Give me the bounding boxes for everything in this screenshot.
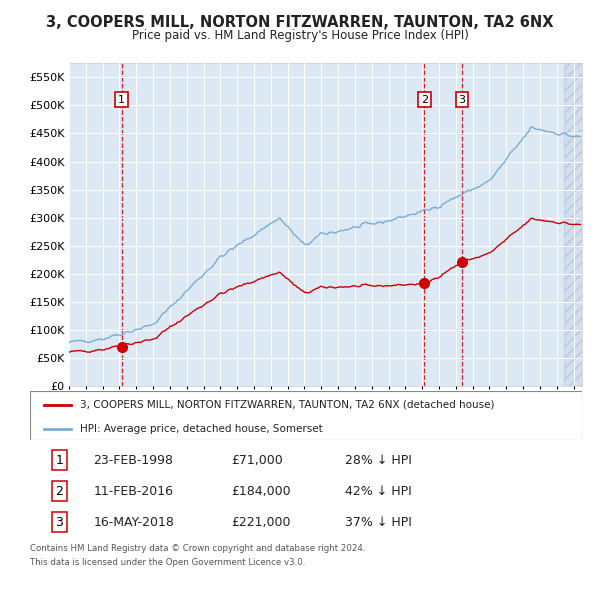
Text: HPI: Average price, detached house, Somerset: HPI: Average price, detached house, Some… — [80, 424, 322, 434]
Text: 28% ↓ HPI: 28% ↓ HPI — [344, 454, 412, 467]
Text: 16-MAY-2018: 16-MAY-2018 — [94, 516, 175, 529]
Text: 11-FEB-2016: 11-FEB-2016 — [94, 484, 173, 498]
Text: 42% ↓ HPI: 42% ↓ HPI — [344, 484, 412, 498]
Text: Contains HM Land Registry data © Crown copyright and database right 2024.: Contains HM Land Registry data © Crown c… — [30, 544, 365, 553]
Text: 23-FEB-1998: 23-FEB-1998 — [94, 454, 173, 467]
Text: 37% ↓ HPI: 37% ↓ HPI — [344, 516, 412, 529]
Text: £71,000: £71,000 — [232, 454, 283, 467]
Text: 1: 1 — [118, 94, 125, 104]
Text: 2: 2 — [55, 484, 63, 498]
Text: This data is licensed under the Open Government Licence v3.0.: This data is licensed under the Open Gov… — [30, 558, 305, 566]
Text: Price paid vs. HM Land Registry's House Price Index (HPI): Price paid vs. HM Land Registry's House … — [131, 30, 469, 42]
Text: 3: 3 — [458, 94, 466, 104]
Text: 3: 3 — [55, 516, 63, 529]
Text: £184,000: £184,000 — [232, 484, 291, 498]
Text: 2: 2 — [421, 94, 428, 104]
Text: 3, COOPERS MILL, NORTON FITZWARREN, TAUNTON, TA2 6NX (detached house): 3, COOPERS MILL, NORTON FITZWARREN, TAUN… — [80, 399, 494, 409]
Text: 1: 1 — [55, 454, 63, 467]
Text: 3, COOPERS MILL, NORTON FITZWARREN, TAUNTON, TA2 6NX: 3, COOPERS MILL, NORTON FITZWARREN, TAUN… — [46, 15, 554, 30]
Text: £221,000: £221,000 — [232, 516, 291, 529]
Bar — [564, 63, 582, 386]
